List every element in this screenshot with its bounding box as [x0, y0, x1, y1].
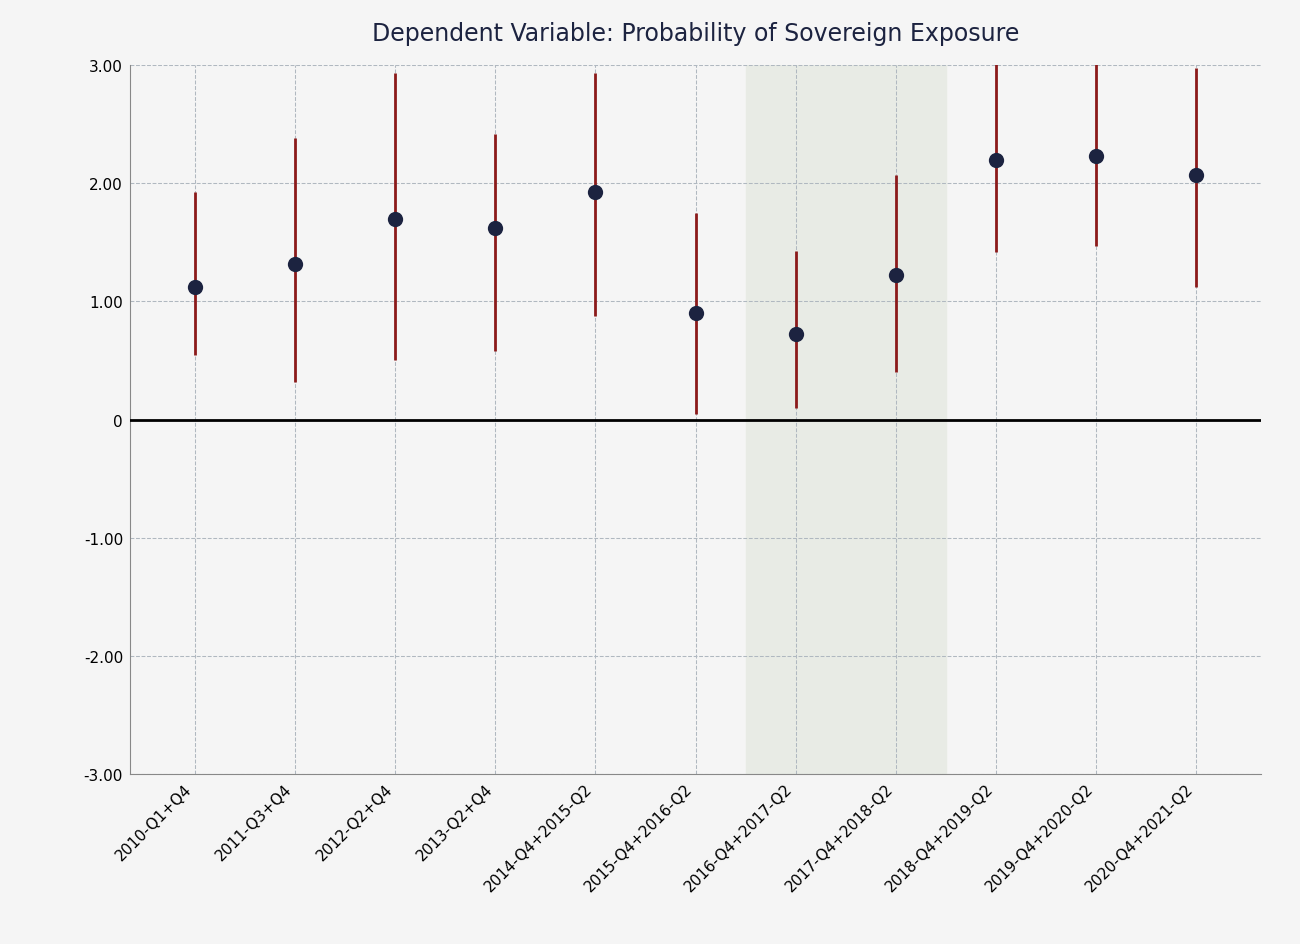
Bar — [745, 66, 945, 774]
Title: Dependent Variable: Probability of Sovereign Exposure: Dependent Variable: Probability of Sover… — [372, 22, 1019, 46]
